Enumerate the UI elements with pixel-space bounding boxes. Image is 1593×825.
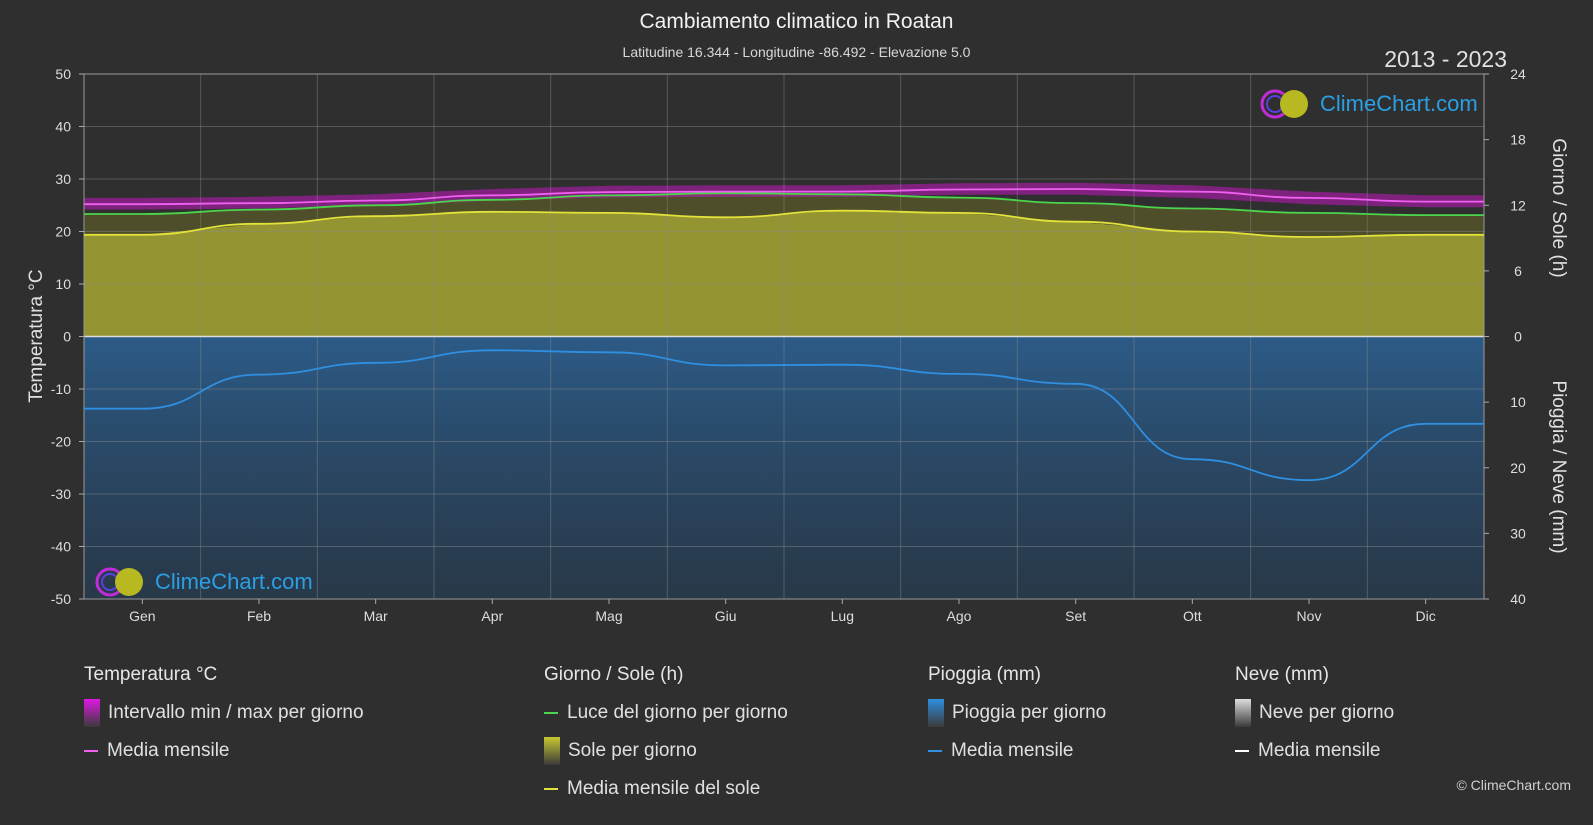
legend-heading: Giorno / Sole (h) <box>544 664 684 685</box>
logo-icon <box>1260 89 1308 119</box>
logo-text: ClimeChart.com <box>1320 91 1478 116</box>
legend-heading: Neve (mm) <box>1235 664 1329 685</box>
left-tick-label: 20 <box>55 224 71 240</box>
logo-top[interactable]: ClimeChart.com <box>1260 88 1478 120</box>
x-tick-label: Lug <box>831 608 854 624</box>
left-tick-label: 0 <box>63 329 71 345</box>
legend-swatch <box>544 788 558 790</box>
chart-subtitle: Latitudine 16.344 - Longitudine -86.492 … <box>622 44 971 60</box>
legend-swatch <box>544 737 560 765</box>
x-tick-label: Ott <box>1183 608 1202 624</box>
legend-item[interactable]: Pioggia per giorno <box>928 699 1107 727</box>
right-rain-tick-label: 10 <box>1510 394 1526 410</box>
legend-heading: Temperatura °C <box>84 664 218 685</box>
logo-icon <box>95 567 143 597</box>
legend-swatch <box>84 750 98 752</box>
left-tick-label: -40 <box>51 539 71 555</box>
legend-swatch <box>544 712 558 714</box>
sun-monthly-mean-line <box>83 209 1484 238</box>
daylight-line <box>84 192 1484 217</box>
legend-swatch <box>928 750 942 752</box>
legend-group: Pioggia (mm) Pioggia per giorno Media mens… <box>928 664 1106 776</box>
right-sun-tick-label: 0 <box>1514 329 1522 345</box>
legend-item[interactable]: Sole per giorno <box>544 737 788 765</box>
x-tick-label: Apr <box>481 608 503 624</box>
right-rain-tick-label: 30 <box>1510 525 1526 541</box>
legend-item[interactable]: Media mensile del sole <box>544 776 788 802</box>
x-tick-label: Mar <box>364 608 388 624</box>
temp-monthly-mean-line <box>84 188 1484 206</box>
right-sun-tick-label: 24 <box>1510 66 1526 82</box>
rain-per-day-area <box>84 336 1484 599</box>
legend-label: Neve per giorno <box>1259 702 1395 723</box>
rain-monthly-mean-line <box>84 349 1484 482</box>
left-tick-label: 50 <box>55 66 71 82</box>
legend-group: Giorno / Sole (h) Luce del giorno per gio… <box>544 664 788 814</box>
legend-label: Luce del giorno per giorno <box>567 702 788 723</box>
right-sun-tick-label: 18 <box>1510 132 1526 148</box>
legend-swatch <box>84 699 100 727</box>
logo-bottom[interactable]: ClimeChart.com <box>95 566 313 598</box>
legend-item[interactable]: Media mensile <box>84 738 364 764</box>
legend-label: Intervallo min / max per giorno <box>108 702 364 723</box>
legend-label: Sole per giorno <box>568 740 697 761</box>
x-tick-label: Feb <box>247 608 271 624</box>
logo-text: ClimeChart.com <box>155 569 313 594</box>
right-top-axis-title: Giorno / Sole (h) <box>1548 138 1569 278</box>
legend-swatch <box>928 699 944 727</box>
left-tick-label: -10 <box>51 381 71 397</box>
right-sun-tick-label: 6 <box>1514 263 1522 279</box>
legend-swatch <box>1235 750 1249 752</box>
x-tick-label: Nov <box>1297 608 1322 624</box>
x-tick-label: Dic <box>1416 608 1436 624</box>
legend-label: Media mensile <box>1258 740 1381 761</box>
copyright: © ClimeChart.com <box>1456 777 1571 793</box>
left-tick-label: -20 <box>51 434 71 450</box>
right-rain-tick-label: 40 <box>1510 591 1526 607</box>
right-bottom-axis-title: Pioggia / Neve (mm) <box>1548 380 1569 554</box>
legend-item[interactable]: Media mensile <box>928 738 1106 764</box>
legend-item[interactable]: Media mensile <box>1235 738 1394 764</box>
legend-group: Temperatura °C Intervallo min / max per g… <box>84 664 364 776</box>
chart-title: Cambiamento climatico in Roatan <box>639 10 954 33</box>
right-rain-tick-label: 20 <box>1510 460 1526 476</box>
left-axis-title: Temperatura °C <box>26 269 47 403</box>
x-tick-label: Giu <box>715 608 737 624</box>
legend-heading: Pioggia (mm) <box>928 664 1041 685</box>
left-tick-label: 30 <box>55 171 71 187</box>
left-tick-label: 10 <box>55 276 71 292</box>
legend-item[interactable]: Neve per giorno <box>1235 699 1395 727</box>
legend-label: Media mensile <box>951 740 1074 761</box>
legend-label: Media mensile del sole <box>567 778 761 799</box>
x-tick-label: Set <box>1065 608 1086 624</box>
legend-item[interactable]: Luce del giorno per giorno <box>544 700 788 726</box>
left-tick-label: -30 <box>51 486 71 502</box>
x-tick-label: Mag <box>595 608 622 624</box>
left-tick-label: 40 <box>55 119 71 135</box>
x-tick-label: Ago <box>947 608 972 624</box>
sun-per-day-area <box>84 210 1484 337</box>
x-tick-label: Gen <box>129 608 155 624</box>
legend-item[interactable]: Intervallo min / max per giorno <box>84 699 364 727</box>
right-sun-tick-label: 12 <box>1510 197 1526 213</box>
legend-swatch <box>1235 699 1251 727</box>
left-tick-label: -50 <box>51 591 71 607</box>
year-range: 2013 - 2023 <box>1384 46 1507 72</box>
legend-label: Media mensile <box>107 740 230 761</box>
legend-group: Neve (mm) Neve per giorno Media mensile <box>1235 664 1394 776</box>
legend-label: Pioggia per giorno <box>952 702 1107 723</box>
